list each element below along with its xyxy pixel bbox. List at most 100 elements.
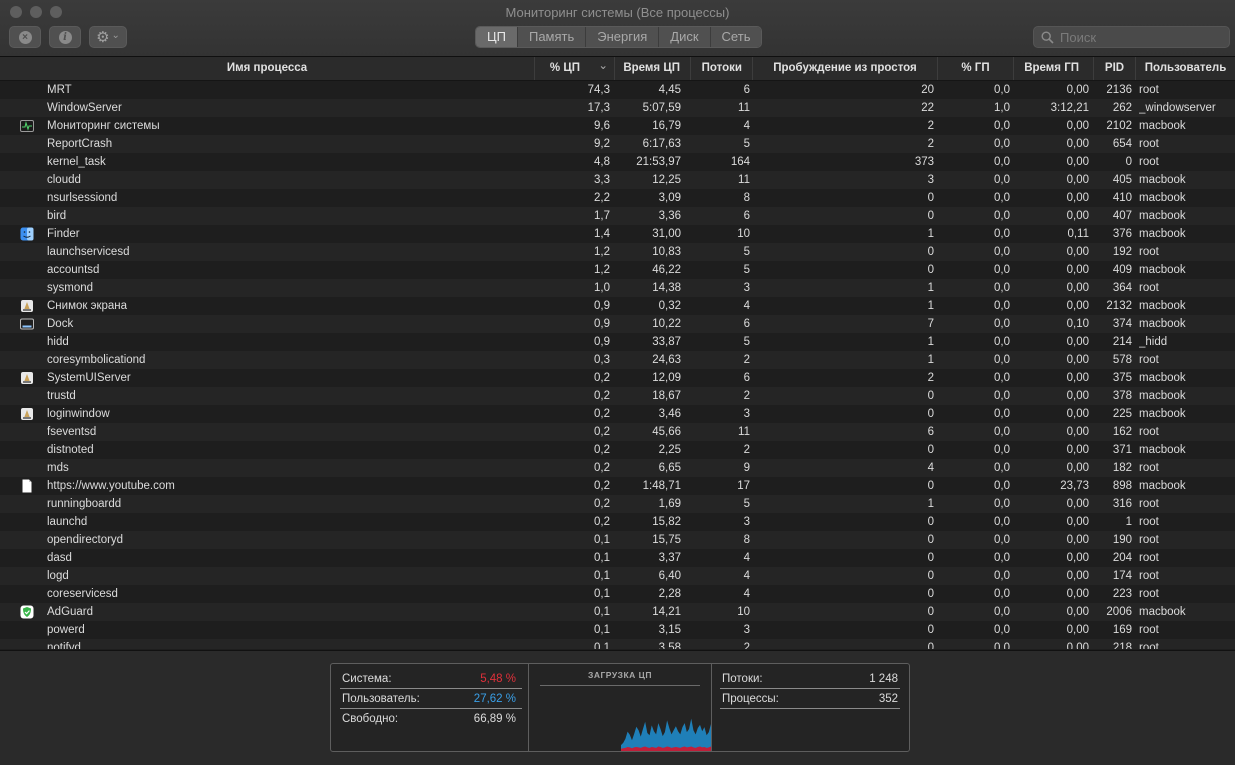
- table-row[interactable]: bird 1,7 3,36 6 0 0,0 0,00 407 macbook: [0, 207, 1235, 225]
- cell-cpu-time: 1:48,71: [642, 480, 681, 492]
- cell-gpu: 0,0: [994, 426, 1010, 438]
- tab-disk[interactable]: Диск: [659, 27, 711, 47]
- cell-cpu: 0,1: [594, 606, 610, 618]
- table-row[interactable]: Мониторинг системы 9,6 16,79 4 2 0,0 0,00 2102 m…: [0, 117, 1235, 135]
- cell-cpu: 0,9: [594, 300, 610, 312]
- window-controls: [10, 6, 62, 18]
- column-header-threads[interactable]: Потоки: [691, 57, 753, 80]
- column-header-name[interactable]: Имя процесса: [0, 57, 535, 80]
- table-row[interactable]: launchservicesd 1,2 10,83 5 0 0,0 0,00 192 root: [0, 243, 1235, 261]
- cell-pid: 407: [1112, 210, 1132, 222]
- table-row[interactable]: accountsd 1,2 46,22 5 0 0,0 0,00 409 macbook: [0, 261, 1235, 279]
- column-header-pid[interactable]: PID: [1094, 57, 1136, 80]
- table-row[interactable]: hidd 0,9 33,87 5 1 0,0 0,00 214 _hidd: [0, 333, 1235, 351]
- column-header-gpu[interactable]: % ГП: [938, 57, 1014, 80]
- table-row[interactable]: dasd 0,1 3,37 4 0 0,0 0,00 204 root: [0, 549, 1235, 567]
- chevron-down-icon: ⌄: [111, 29, 120, 41]
- table-row[interactable]: nsurlsessiond 2,2 3,09 8 0 0,0 0,00 410 macbook: [0, 189, 1235, 207]
- column-header-cpu[interactable]: % ЦП ⌄: [535, 57, 615, 80]
- cell-idle: 0: [927, 210, 934, 222]
- cell-pid: 218: [1112, 642, 1132, 649]
- cell-cpu-time: 3,15: [658, 624, 681, 636]
- column-header-cpu-time[interactable]: Время ЦП: [615, 57, 691, 80]
- cell-cpu: 0,1: [594, 642, 610, 649]
- cell-gpu-time: 0,00: [1066, 444, 1089, 456]
- inspect-process-button[interactable]: i: [49, 26, 81, 48]
- table-row[interactable]: https://www.youtube.com 0,2 1:48,71 17 0 0,0 2…: [0, 477, 1235, 495]
- table-row[interactable]: coreservicesd 0,1 2,28 4 0 0,0 0,00 223 root: [0, 585, 1235, 603]
- stats-divider: [720, 708, 900, 709]
- stop-process-button[interactable]: ×: [9, 26, 41, 48]
- actions-menu-button[interactable]: ⚙ ⌄: [89, 26, 127, 48]
- table-row[interactable]: WindowServer 17,3 5:07,59 11 22 1,0 3:12,21 262…: [0, 99, 1235, 117]
- table-row[interactable]: distnoted 0,2 2,25 2 0 0,0 0,00 371 macbook: [0, 441, 1235, 459]
- cell-cpu: 0,1: [594, 534, 610, 546]
- table-row[interactable]: coresymbolicationd 0,3 24,63 2 1 0,0 0,00 578 ro…: [0, 351, 1235, 369]
- tab-memory[interactable]: Память: [517, 27, 587, 47]
- zoom-window-button[interactable]: [50, 6, 62, 18]
- table-row[interactable]: kernel_task 4,8 21:53,97 164 373 0,0 0,00 0 root: [0, 153, 1235, 171]
- cell-cpu-time: 16,79: [652, 120, 681, 132]
- table-row[interactable]: loginwindow 0,2 3,46 3 0 0,0 0,00 225 macbook: [0, 405, 1235, 423]
- table-row[interactable]: Finder 1,4 31,00 10 1 0,0 0,11 376 macbook: [0, 225, 1235, 243]
- close-window-button[interactable]: [10, 6, 22, 18]
- table-row[interactable]: mds 0,2 6,65 9 4 0,0 0,00 182 root: [0, 459, 1235, 477]
- cell-gpu: 0,0: [994, 516, 1010, 528]
- table-row[interactable]: sysmond 1,0 14,38 3 1 0,0 0,00 364 root: [0, 279, 1235, 297]
- table-row[interactable]: cloudd 3,3 12,25 11 3 0,0 0,00 405 macbook: [0, 171, 1235, 189]
- minimize-window-button[interactable]: [30, 6, 42, 18]
- cell-gpu: 0,0: [994, 336, 1010, 348]
- cell-cpu: 2,2: [594, 192, 610, 204]
- process-name: distnoted: [47, 444, 94, 456]
- cell-gpu: 0,0: [994, 210, 1010, 222]
- column-header-cpu-label: % ЦП: [549, 62, 580, 74]
- cell-gpu-time: 0,00: [1066, 354, 1089, 366]
- table-row[interactable]: notifyd 0,1 3,58 2 0 0,0 0,00 218 root: [0, 639, 1235, 649]
- column-header-cpu-time-label: Время ЦП: [623, 62, 680, 74]
- cell-idle: 0: [927, 624, 934, 636]
- process-name: launchd: [47, 516, 88, 528]
- table-row[interactable]: MRT 74,3 4,45 6 20 0,0 0,00 2136 root: [0, 81, 1235, 99]
- cell-idle: 22: [921, 102, 934, 114]
- process-name: logd: [47, 570, 69, 582]
- cell-threads: 11: [738, 102, 750, 114]
- table-row[interactable]: logd 0,1 6,40 4 0 0,0 0,00 174 root: [0, 567, 1235, 585]
- cell-gpu: 1,0: [994, 102, 1010, 114]
- table-row[interactable]: AdGuard 0,1 14,21 10 0 0,0 0,00 2006 macbook: [0, 603, 1235, 621]
- table-row[interactable]: SystemUIServer 0,2 12,09 6 2 0,0 0,00 375 macboo…: [0, 369, 1235, 387]
- stats-divider: [340, 688, 522, 689]
- table-row[interactable]: powerd 0,1 3,15 3 0 0,0 0,00 169 root: [0, 621, 1235, 639]
- column-header-gpu-time[interactable]: Время ГП: [1014, 57, 1094, 80]
- panel-divider: [711, 664, 712, 751]
- tab-cpu[interactable]: ЦП: [476, 27, 518, 47]
- cell-gpu-time: 0,00: [1066, 84, 1089, 96]
- cell-threads: 2: [743, 390, 750, 402]
- table-row[interactable]: Снимок экрана 0,9 0,32 4 1 0,0 0,00 2132 macbook: [0, 297, 1235, 315]
- cell-pid: 654: [1112, 138, 1132, 150]
- column-header-user[interactable]: Пользователь: [1136, 57, 1235, 80]
- column-header-idle-wake-ups[interactable]: Пробуждение из простоя: [753, 57, 938, 80]
- cell-user: macbook: [1139, 372, 1186, 384]
- cell-gpu-time: 0,00: [1066, 606, 1089, 618]
- cell-pid: 410: [1112, 192, 1132, 204]
- column-header-pid-label: PID: [1104, 62, 1125, 74]
- cell-user: macbook: [1139, 318, 1186, 330]
- tab-network[interactable]: Сеть: [710, 27, 762, 47]
- tab-energy[interactable]: Энергия: [586, 27, 660, 47]
- table-row[interactable]: trustd 0,2 18,67 2 0 0,0 0,00 378 macbook: [0, 387, 1235, 405]
- table-row[interactable]: fseventsd 0,2 45,66 11 6 0,0 0,00 162 root: [0, 423, 1235, 441]
- cell-pid: 182: [1112, 462, 1132, 474]
- table-row[interactable]: launchd 0,2 15,82 3 0 0,0 0,00 1 root: [0, 513, 1235, 531]
- process-name: launchservicesd: [47, 246, 130, 258]
- table-row[interactable]: Dock 0,9 10,22 6 7 0,0 0,10 374 macbook: [0, 315, 1235, 333]
- process-name: hidd: [47, 336, 69, 348]
- table-row[interactable]: opendirectoryd 0,1 15,75 8 0 0,0 0,00 190 root: [0, 531, 1235, 549]
- process-name: opendirectoryd: [47, 534, 124, 546]
- table-row[interactable]: ReportCrash 9,2 6:17,63 5 2 0,0 0,00 654 root: [0, 135, 1235, 153]
- cell-user: macbook: [1139, 210, 1186, 222]
- cell-idle: 0: [927, 264, 934, 276]
- cell-cpu-time: 3,58: [658, 642, 681, 649]
- cell-user: macbook: [1139, 228, 1186, 240]
- table-row[interactable]: runningboardd 0,2 1,69 5 1 0,0 0,00 316 root: [0, 495, 1235, 513]
- search-input[interactable]: [1060, 29, 1220, 45]
